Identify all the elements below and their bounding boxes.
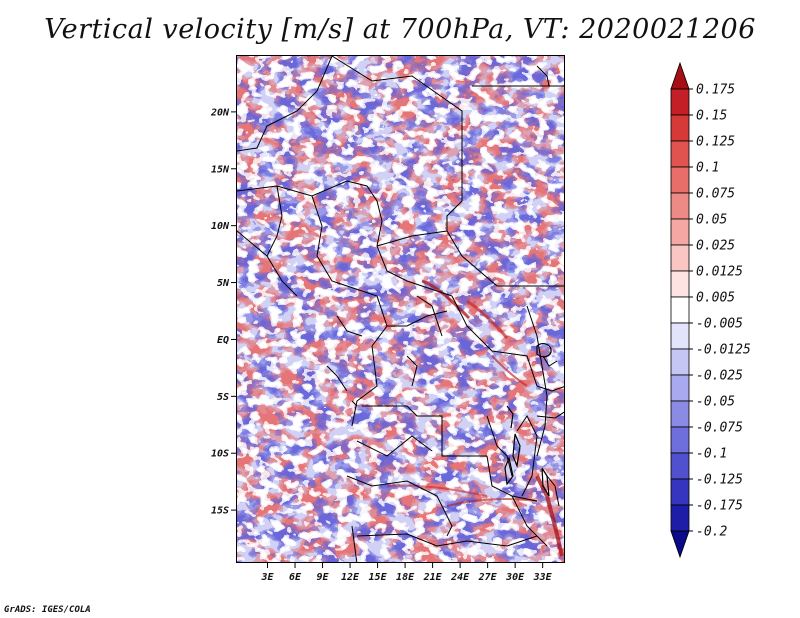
- colorbar-swatch: [670, 400, 690, 428]
- lon-tick-label: 30E: [505, 572, 525, 583]
- colorbar-swatch: [670, 530, 690, 559]
- colorbar-label: 0.025: [696, 239, 735, 254]
- lat-tick-label: 5N: [217, 278, 230, 289]
- lon-tick-label: 33E: [533, 572, 553, 583]
- lat-tick-label: 10S: [211, 449, 229, 460]
- colorbar-swatch: [670, 478, 690, 506]
- lat-tick-label: 10N: [211, 221, 230, 232]
- lat-tick-label: 15S: [211, 506, 229, 517]
- colorbar-label: -0.075: [696, 421, 743, 436]
- colorbar-label: 0.175: [696, 83, 735, 98]
- colorbar-label: 0.1: [696, 161, 719, 176]
- lon-tick-label: 9E: [317, 572, 330, 583]
- colorbar-label: -0.025: [696, 369, 743, 384]
- colorbar-swatch: [670, 426, 690, 454]
- lon-tick-label: 27E: [478, 572, 498, 583]
- colorbar-label: -0.125: [696, 473, 743, 488]
- footer-credit: GrADS: IGES/COLA: [4, 605, 91, 615]
- colorbar-swatch: [670, 322, 690, 350]
- colorbar-swatch: [670, 296, 690, 324]
- colorbar-swatch: [670, 114, 690, 142]
- colorbar-swatch: [670, 348, 690, 376]
- colorbar-swatch: [670, 61, 690, 90]
- lon-tick-label: 12E: [341, 572, 360, 583]
- colorbar-label: -0.175: [696, 499, 743, 514]
- lon-tick-label: 18E: [396, 572, 415, 583]
- lon-tick-label: 6E: [289, 572, 302, 583]
- colorbar-label: -0.005: [696, 317, 743, 332]
- colorbar-label: 0.15: [696, 109, 727, 124]
- lon-tick-label: 24E: [450, 572, 470, 583]
- colorbar-swatch: [670, 218, 690, 246]
- lon-tick-label: 15E: [369, 572, 388, 583]
- map-title: Vertical velocity [m/s] at 700hPa, VT: 2…: [44, 14, 756, 45]
- colorbar: 0.175 0.15 0.125 0.1 0.075 0.05 0.025 0.0125 0.0…: [670, 61, 751, 559]
- colorbar-label: -0.1: [696, 447, 727, 462]
- colorbar-label: 0.005: [696, 291, 735, 306]
- colorbar-label: 0.0125: [696, 265, 743, 280]
- colorbar-swatch: [670, 452, 690, 480]
- colorbar-swatch: [670, 192, 690, 220]
- colorbar-swatch: [670, 374, 690, 402]
- colorbar-label: -0.2: [696, 525, 727, 540]
- colorbar-swatch: [670, 270, 690, 298]
- lon-tick-label: 3E: [260, 572, 274, 583]
- map-panel: [236, 55, 565, 563]
- latitude-axis: 20N 15N 10N 5N EQ 5S 10S 15S: [210, 107, 236, 517]
- colorbar-swatch: [670, 244, 690, 272]
- colorbar-label: 0.075: [696, 187, 735, 202]
- lat-tick-label: EQ: [217, 335, 229, 346]
- lat-tick-label: 20N: [210, 107, 230, 118]
- colorbar-swatch: [670, 166, 690, 194]
- lon-tick-label: 21E: [423, 572, 443, 583]
- lat-tick-label: 15N: [211, 164, 230, 175]
- colorbar-label: -0.05: [696, 395, 735, 410]
- colorbar-swatch: [670, 504, 690, 532]
- colorbar-swatch: [670, 88, 690, 116]
- vertical-velocity-field: [237, 56, 564, 562]
- lat-tick-label: 5S: [217, 392, 229, 403]
- colorbar-label: -0.0125: [696, 343, 751, 358]
- colorbar-label: 0.125: [696, 135, 735, 150]
- longitude-axis: 3E 6E 9E 12E 15E 18E 21E 24E 27E 30E 33E: [260, 563, 553, 583]
- colorbar-swatch: [670, 140, 690, 168]
- colorbar-label: 0.05: [696, 213, 727, 228]
